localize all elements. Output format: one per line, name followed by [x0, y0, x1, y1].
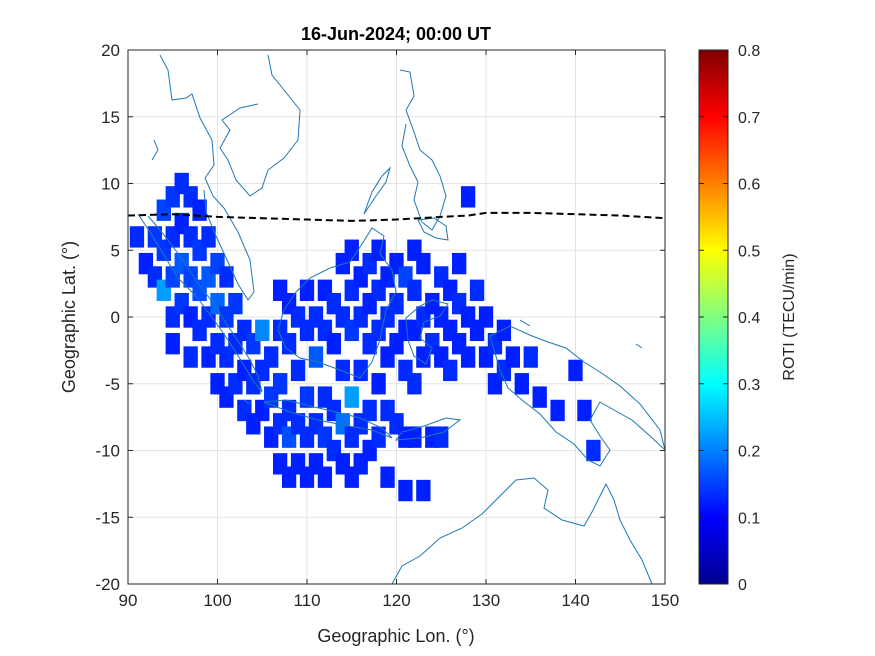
roti-cell — [416, 252, 431, 275]
roti-cell — [469, 279, 485, 301]
coastlines — [137, 54, 665, 584]
roti-cell — [371, 239, 386, 261]
y-axis-ticks: 20 15 10 5 0 -5 -10 -15 -20 — [95, 41, 665, 594]
roti-cell — [192, 199, 207, 221]
coastline-sumatra — [137, 213, 263, 393]
coastline-lesser-sunda — [394, 417, 462, 441]
y-tick-label: -20 — [95, 575, 120, 594]
colorbar-tick-label: 0.7 — [738, 110, 760, 127]
colorbar-label: ROTI (TECU/min) — [781, 253, 798, 380]
y-axis-label: Geographic Lat. (°) — [59, 241, 79, 393]
x-axis-ticks: 90 100 110 120 130 140 150 — [119, 50, 679, 610]
roti-cell — [255, 319, 270, 342]
y-tick-label: 15 — [101, 108, 120, 127]
x-tick-label: 140 — [561, 591, 589, 610]
coastline-borneo — [277, 227, 397, 379]
roti-cell — [416, 479, 431, 502]
coastline-palawan — [363, 166, 392, 215]
roti-cell — [326, 333, 342, 355]
roti-cell — [514, 373, 529, 395]
roti-cell — [443, 359, 458, 382]
x-tick-label: 100 — [203, 591, 231, 610]
x-tick-label: 90 — [119, 591, 138, 610]
roti-cell — [451, 252, 467, 275]
roti-cell — [335, 359, 350, 382]
y-tick-label: -5 — [105, 375, 120, 394]
roti-cell — [434, 426, 449, 448]
roti-cell — [523, 346, 538, 368]
magnetic-equator-line — [128, 211, 665, 222]
y-tick-label: -10 — [95, 442, 120, 461]
coastline-philippines — [399, 69, 447, 231]
colorbar-tick-label: 0.8 — [738, 43, 760, 60]
roti-cell — [532, 386, 547, 408]
roti-cell — [407, 279, 422, 301]
roti-cell — [398, 479, 413, 502]
coastline-sulawesi — [405, 299, 449, 365]
roti-cell — [264, 346, 279, 368]
roti-cell — [568, 359, 583, 382]
colorbar-tick-label: 0.1 — [738, 510, 760, 527]
roti-cell — [317, 466, 333, 488]
roti-cell — [550, 399, 565, 422]
coastline-mindanao — [417, 217, 449, 241]
roti-cell — [272, 373, 288, 395]
roti-cell — [380, 466, 395, 488]
coastline-australia — [391, 477, 653, 584]
roti-cell — [308, 346, 324, 368]
y-tick-label: 5 — [111, 241, 120, 260]
coastline-java — [263, 399, 393, 439]
roti-cell — [228, 292, 243, 315]
roti-cells — [129, 172, 601, 502]
roti-cell — [478, 306, 494, 328]
coastline-new-guinea — [489, 325, 665, 467]
roti-cell — [129, 226, 145, 248]
x-tick-label: 130 — [472, 591, 500, 610]
roti-cell — [460, 186, 476, 208]
roti-cell — [183, 346, 198, 368]
roti-cell — [281, 333, 297, 355]
roti-cell — [344, 386, 359, 408]
roti-cell — [407, 426, 422, 448]
roti-cell — [165, 333, 180, 355]
y-tick-label: 0 — [111, 308, 120, 327]
coastline-indochina — [159, 54, 255, 301]
roti-cell — [371, 373, 386, 395]
roti-cell — [586, 439, 601, 462]
roti-cell — [344, 239, 359, 261]
roti-cell — [505, 346, 521, 368]
colorbar-tick-label: 0.2 — [738, 444, 760, 461]
roti-cell — [219, 266, 234, 288]
roti-cell — [353, 359, 368, 382]
x-tick-label: 120 — [382, 591, 410, 610]
roti-cell — [290, 359, 306, 382]
roti-cell — [389, 292, 404, 315]
colorbar-ticks: 0.8 0.7 0.6 0.5 0.4 0.3 0.2 0.1 0 — [699, 43, 760, 594]
roti-cell — [299, 279, 315, 301]
roti-cell — [371, 426, 386, 448]
roti-cell — [407, 373, 422, 395]
roti-cell — [362, 399, 377, 422]
roti-cell — [299, 386, 315, 408]
colorbar-tick-label: 0.6 — [738, 177, 760, 194]
x-tick-label: 150 — [651, 591, 679, 610]
coastline-vietnam — [219, 54, 301, 197]
x-axis-label: Geographic Lon. (°) — [317, 626, 474, 646]
roti-cell — [496, 319, 512, 342]
coastline-islands — [151, 139, 643, 405]
colorbar-tick-label: 0 — [738, 577, 747, 594]
y-tick-label: 10 — [101, 175, 120, 194]
chart-title: 16-Jun-2024; 00:00 UT — [301, 24, 491, 44]
y-tick-label: 20 — [101, 41, 120, 60]
roti-cell — [201, 226, 216, 248]
colorbar-tick-label: 0.5 — [738, 243, 760, 260]
x-tick-label: 110 — [293, 591, 320, 610]
roti-cell — [577, 399, 592, 422]
colorbar-tick-label: 0.4 — [738, 310, 760, 327]
colorbar-tick-label: 0.3 — [738, 377, 760, 394]
roti-cell — [460, 346, 476, 368]
y-tick-label: -15 — [95, 508, 120, 527]
